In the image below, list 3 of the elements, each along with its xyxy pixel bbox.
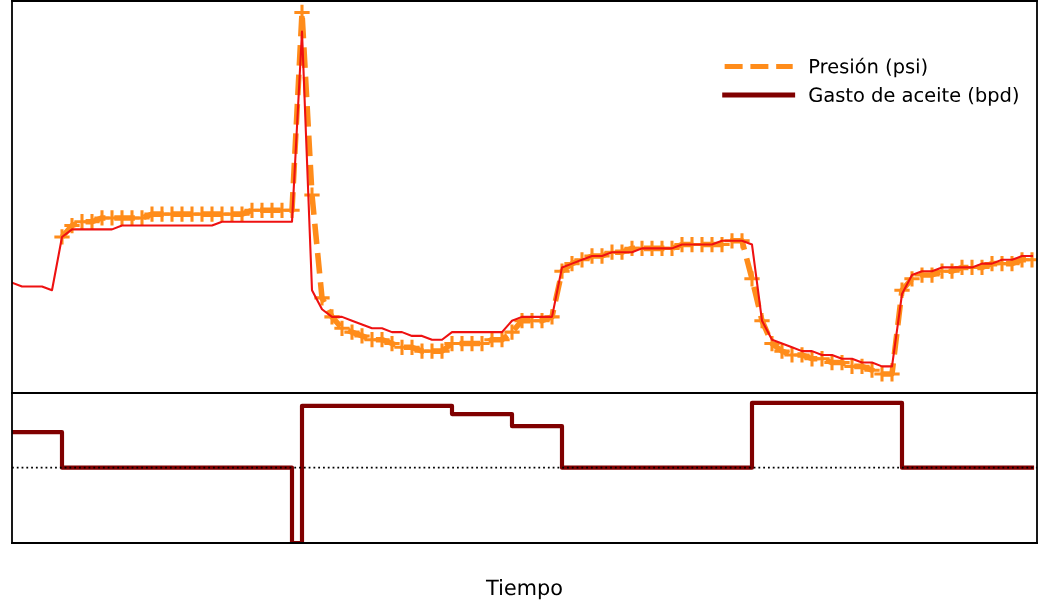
legend-label: Presión (psi) — [810, 57, 927, 78]
x-axis-title: Tiempo — [485, 579, 562, 600]
legend-label: Gasto de aceite (bpd) — [809, 87, 1018, 106]
